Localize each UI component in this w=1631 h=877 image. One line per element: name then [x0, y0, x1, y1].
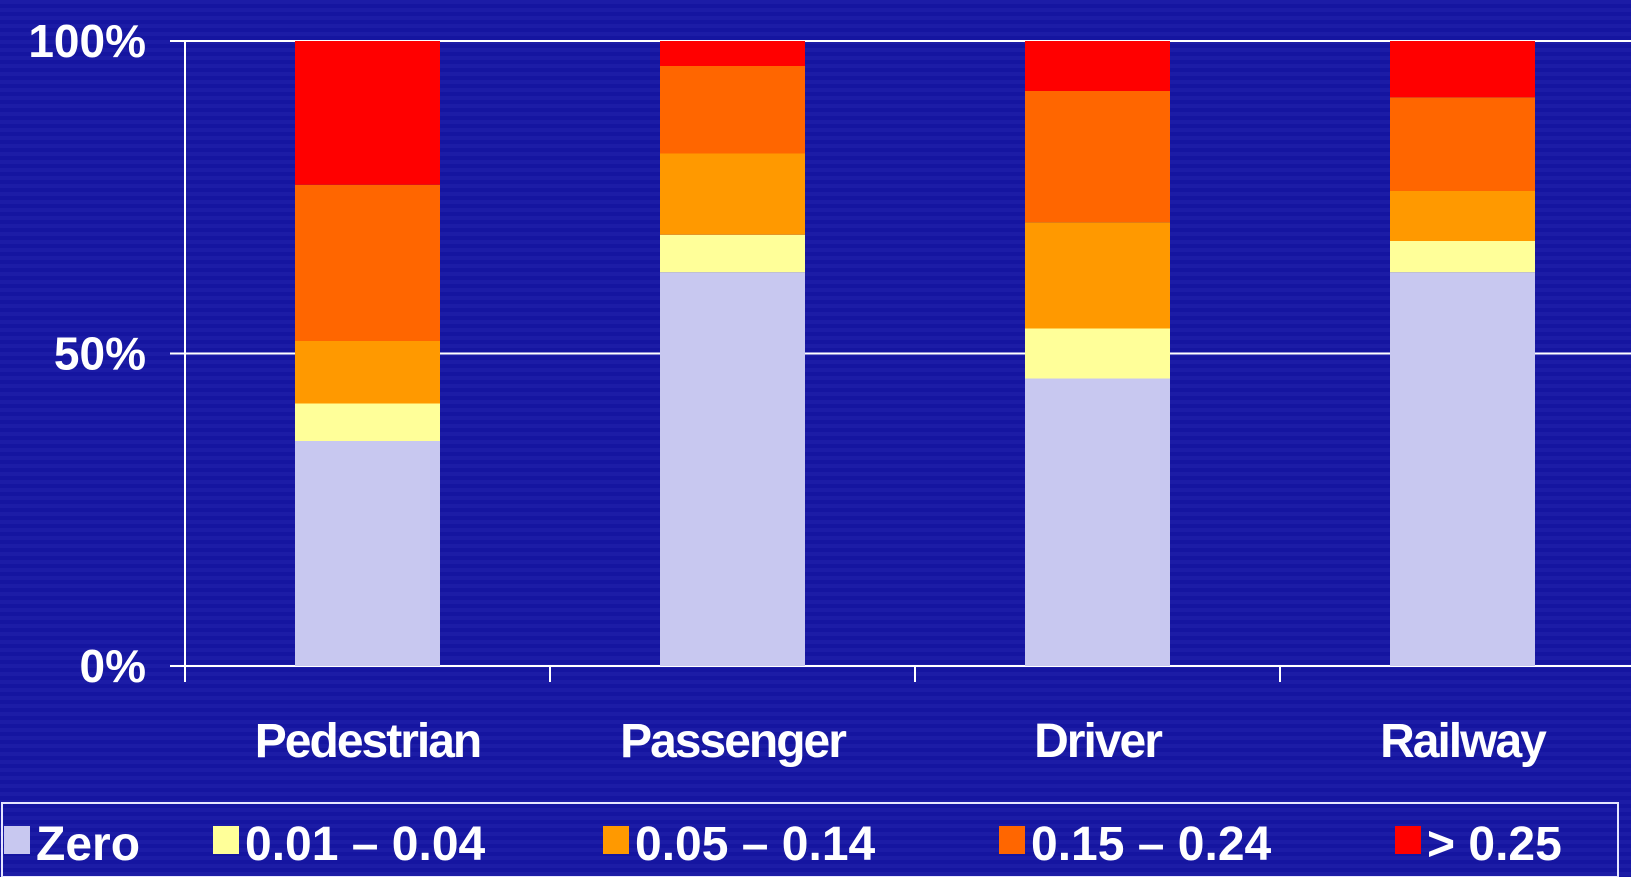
y-tick-label: 0%	[80, 640, 146, 692]
legend-frame	[1, 802, 1619, 877]
bar-segment	[660, 41, 805, 66]
bar-segment	[295, 184, 440, 341]
bar-segment	[295, 441, 440, 666]
bar-segment	[1390, 272, 1535, 666]
legend-label: 0.01 – 0.04	[245, 818, 486, 871]
bar-segment	[295, 41, 440, 185]
bar-segment	[295, 403, 440, 441]
bar-segment	[1390, 41, 1535, 98]
bar-segment	[1390, 191, 1535, 241]
bar-segment	[1025, 328, 1170, 379]
legend-label: > 0.25	[1427, 818, 1562, 871]
x-category-label: Railway	[1380, 715, 1547, 768]
y-tick-label: 100%	[28, 15, 146, 67]
bar-segment	[1025, 41, 1170, 91]
bar-segment	[660, 153, 805, 235]
legend-label: Zero	[36, 818, 140, 871]
axes: 0% 50% 100% Pedestrian Passenger Driver Railwa…	[28, 15, 1549, 768]
bar-segment	[1025, 378, 1170, 666]
bar-segment	[1390, 97, 1535, 191]
legend-swatch	[603, 826, 629, 854]
bar-segment	[295, 341, 440, 404]
legend-label: 0.15 – 0.24	[1031, 818, 1272, 871]
legend-swatch	[1395, 826, 1421, 854]
legend-swatch	[213, 826, 239, 854]
bar-segment	[1390, 241, 1535, 273]
bar-segment	[1025, 222, 1170, 329]
bar-segment	[1025, 91, 1170, 223]
x-category-label: Passenger	[620, 715, 846, 768]
bar-segment	[660, 234, 805, 273]
legend-label: 0.05 – 0.14	[635, 818, 876, 871]
bar-segment	[660, 66, 805, 154]
x-category-label: Driver	[1034, 715, 1162, 768]
legend-swatch	[999, 826, 1025, 854]
legend-swatch	[4, 826, 30, 854]
x-category-label: Pedestrian	[255, 715, 480, 768]
y-tick-label: 50%	[54, 328, 146, 380]
legend: Zero 0.01 – 0.04 0.05 – 0.14 0.15 – 0.24 > 0…	[1, 802, 1619, 877]
bars	[295, 41, 1535, 666]
bar-segment	[660, 272, 805, 666]
